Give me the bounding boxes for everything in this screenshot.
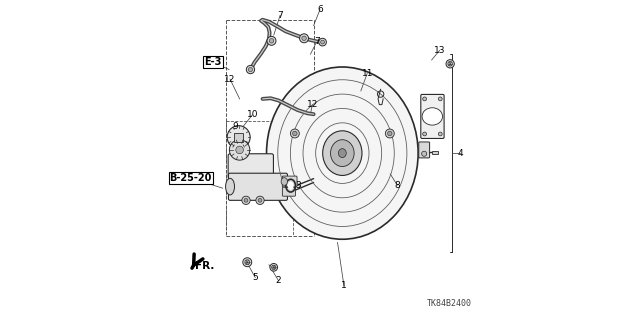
Ellipse shape [422, 108, 442, 125]
Circle shape [422, 151, 427, 156]
Circle shape [229, 140, 250, 160]
Circle shape [258, 198, 262, 202]
Text: 6: 6 [317, 5, 323, 14]
FancyBboxPatch shape [228, 173, 287, 200]
Circle shape [242, 196, 250, 204]
Circle shape [271, 265, 276, 270]
Circle shape [438, 97, 442, 101]
Text: 2: 2 [276, 276, 282, 285]
Circle shape [321, 40, 324, 44]
Circle shape [246, 65, 255, 74]
Circle shape [300, 34, 308, 43]
Bar [433, 151, 438, 154]
Text: 13: 13 [434, 46, 445, 55]
Text: E-3: E-3 [204, 57, 222, 67]
Ellipse shape [330, 140, 354, 167]
Circle shape [385, 129, 394, 138]
Circle shape [302, 36, 307, 41]
Circle shape [422, 97, 426, 101]
Text: 7: 7 [277, 11, 283, 20]
Text: 1: 1 [341, 281, 347, 290]
FancyBboxPatch shape [421, 94, 444, 138]
Text: 4: 4 [458, 149, 463, 158]
Ellipse shape [225, 178, 234, 195]
Text: 5: 5 [252, 273, 258, 282]
FancyBboxPatch shape [282, 187, 296, 196]
Text: 11: 11 [362, 69, 373, 78]
FancyBboxPatch shape [282, 176, 297, 187]
Circle shape [291, 129, 300, 138]
Circle shape [243, 258, 252, 267]
FancyBboxPatch shape [419, 142, 429, 158]
Text: FR.: FR. [195, 261, 214, 271]
Circle shape [319, 38, 326, 46]
Circle shape [256, 196, 264, 204]
Circle shape [422, 132, 426, 136]
Circle shape [270, 263, 278, 271]
Circle shape [292, 131, 297, 136]
Circle shape [245, 260, 250, 265]
Text: 3: 3 [295, 181, 301, 189]
Text: TK84B2400: TK84B2400 [426, 299, 472, 308]
FancyBboxPatch shape [228, 154, 273, 178]
Text: 9: 9 [232, 122, 237, 131]
Circle shape [244, 198, 248, 202]
Ellipse shape [288, 182, 294, 190]
Circle shape [267, 36, 276, 45]
Circle shape [227, 126, 250, 149]
Text: 8: 8 [394, 181, 400, 189]
Ellipse shape [323, 131, 362, 175]
Text: 10: 10 [246, 110, 258, 119]
Circle shape [446, 60, 454, 68]
Circle shape [388, 131, 392, 136]
Circle shape [248, 68, 253, 72]
Ellipse shape [266, 67, 418, 239]
Ellipse shape [339, 149, 346, 158]
Text: 12: 12 [225, 75, 236, 84]
Circle shape [269, 39, 274, 43]
Circle shape [236, 146, 243, 154]
Text: 7: 7 [314, 37, 320, 46]
Circle shape [438, 132, 442, 136]
Ellipse shape [281, 178, 287, 185]
Bar [234, 133, 243, 142]
Circle shape [448, 62, 452, 66]
Text: B-25-20: B-25-20 [170, 173, 212, 183]
Text: 12: 12 [307, 100, 318, 109]
